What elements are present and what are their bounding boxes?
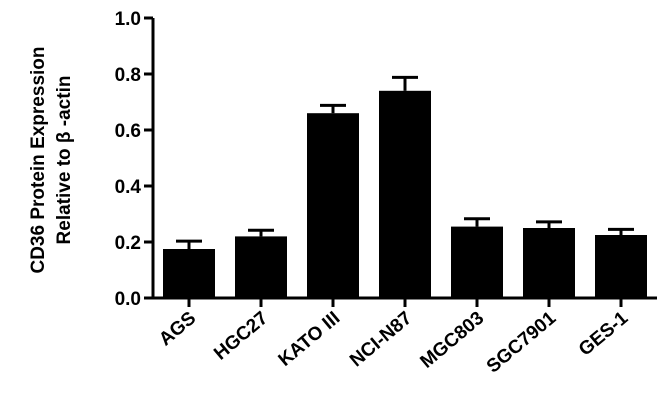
bar-ags [163,249,215,298]
bar-ges-1 [595,235,647,298]
y-axis-title: CD36 Protein Expression Relative to β -a… [28,46,75,273]
bars [163,75,647,298]
x-tick-label: KATO III [275,308,345,371]
y-tick-label: 0.2 [115,233,141,254]
y-tick-label: 0.8 [115,65,141,86]
y-axis-title-line2: Relative to β -actin [54,76,75,245]
x-tick-label: MGC803 [416,308,488,373]
y-axis: 0.0 0.2 0.4 0.6 0.8 1.0 [115,9,155,310]
y-tick-label: 1.0 [115,9,141,30]
y-tick-label: 0.4 [115,177,142,198]
bar-mgc803 [451,226,503,298]
y-tick-label: 0.6 [115,121,141,142]
y-axis-title-line1: CD36 Protein Expression [28,46,49,273]
x-tick-label: GES-1 [575,307,633,360]
y-tick-label: 0.0 [115,289,141,310]
x-tick-label: AGS [155,308,200,351]
bar-sgc7901 [523,228,575,298]
x-tick-label: SGC7901 [483,307,561,377]
bar-hgc27 [235,236,287,298]
bar-nci-n87 [379,90,431,298]
x-tick-label: NCI-N87 [346,308,416,372]
x-tick-label: HGC27 [210,308,272,365]
bar-kato-iii [307,113,359,298]
